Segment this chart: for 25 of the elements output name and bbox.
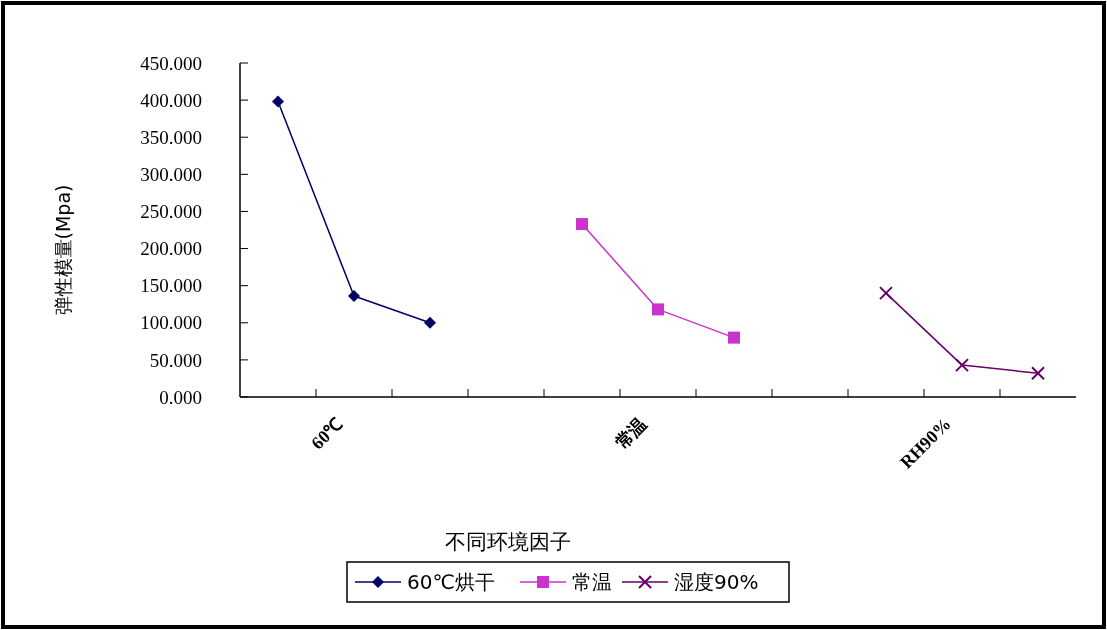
point [1031,366,1045,381]
y-tick-label: 350.000 [140,126,202,148]
legend-label: 湿度90% [674,570,759,594]
point [879,286,893,301]
legend-label: 常温 [572,570,612,594]
point [652,303,664,316]
y-tick-label: 100.000 [140,312,202,334]
y-tick-label: 250.000 [140,201,202,223]
y-tick-label: 200.000 [140,238,202,260]
point [576,218,588,231]
y-tick-label: 150.000 [140,275,202,297]
legend-label: 60℃烘干 [407,570,495,594]
y-tick-label: 400.000 [140,89,202,111]
point [955,358,969,373]
x-tick-label: 常温 [611,413,651,454]
point [348,290,360,303]
point [424,316,436,329]
y-tick-label: 0.000 [159,386,202,408]
point [272,95,284,108]
y-tick-label: 450.000 [140,52,202,74]
y-tick-label: 300.000 [140,163,202,185]
point [728,331,740,344]
y-axis-title: 弹性模量(Mpa) [52,184,74,316]
x-axis-title: 不同环境因子 [445,530,571,554]
y-tick-label: 50.000 [149,349,202,371]
